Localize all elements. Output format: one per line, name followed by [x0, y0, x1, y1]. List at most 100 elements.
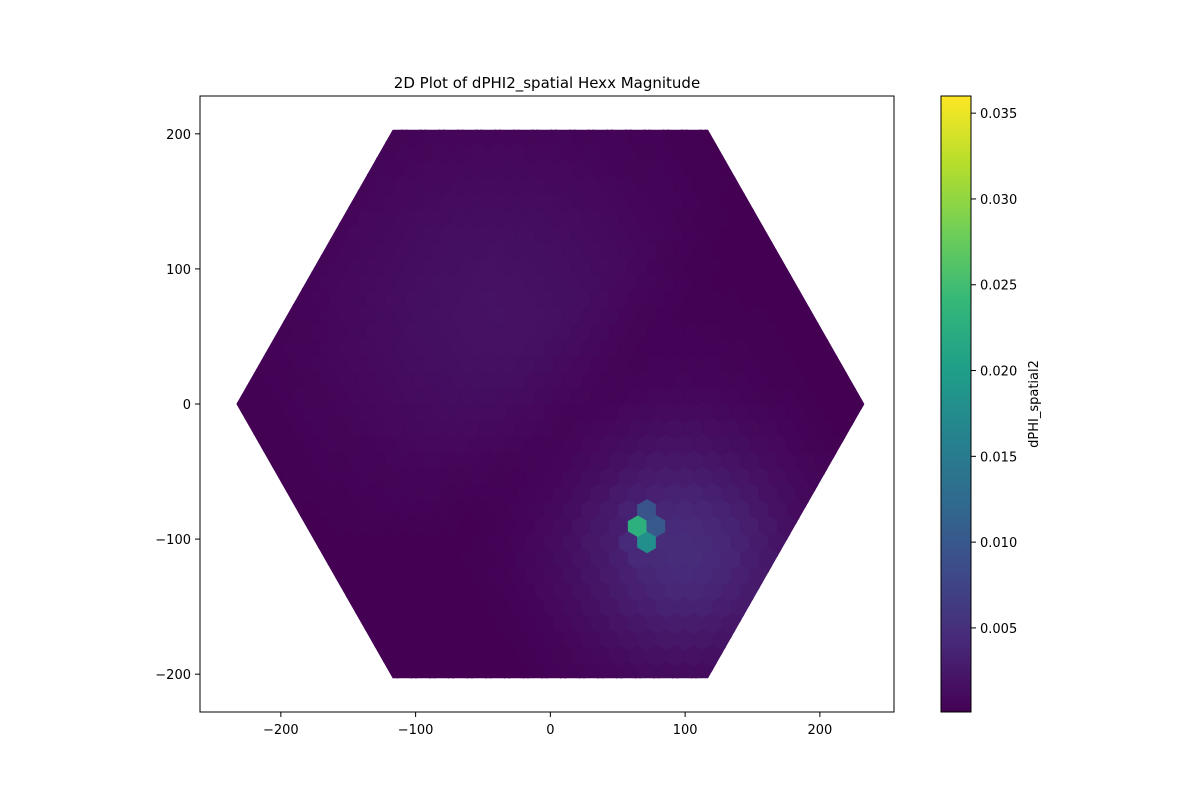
heatmap-cell	[759, 158, 778, 180]
heatmap-cell	[273, 255, 292, 277]
heatmap-cell	[581, 109, 600, 131]
heatmap-cell	[852, 352, 871, 374]
heatmap-cell	[245, 563, 264, 585]
heatmap-cell	[815, 547, 834, 569]
heatmap-cell	[768, 142, 787, 164]
heatmap-cell	[217, 612, 236, 634]
heatmap-cell	[264, 660, 283, 682]
heatmap-cell	[778, 158, 797, 180]
heatmap-cell	[852, 644, 871, 666]
heatmap-cell	[236, 612, 255, 634]
heatmap-cell	[264, 304, 283, 326]
heatmap-cell	[815, 644, 834, 666]
heatmap-cell	[843, 596, 862, 618]
heatmap-cell	[236, 190, 255, 212]
heatmap-cell	[759, 644, 778, 666]
colorbar-tick-label: 0.025	[980, 279, 1017, 294]
heatmap-cell	[311, 158, 330, 180]
heatmap-cell	[255, 482, 274, 504]
heatmap-cell	[796, 677, 815, 699]
heatmap-cell	[852, 579, 871, 601]
heatmap-cell	[759, 190, 778, 212]
heatmap-cell	[824, 304, 843, 326]
heatmap-cell	[236, 482, 255, 504]
heatmap-cell	[255, 677, 274, 699]
heatmap-cell	[217, 644, 236, 666]
heatmap-cell	[806, 239, 825, 261]
heatmap-cell	[731, 142, 750, 164]
heatmap-cell	[806, 271, 825, 293]
heatmap-cell	[862, 466, 881, 488]
heatmap-cell	[283, 206, 302, 228]
heatmap-cell	[693, 109, 712, 131]
heatmap-cell	[806, 596, 825, 618]
heatmap-cell	[852, 190, 871, 212]
heatmap-cell	[348, 677, 367, 699]
heatmap-cell	[843, 498, 862, 520]
heatmap-cell	[862, 531, 881, 553]
heatmap-cell	[301, 206, 320, 228]
heatmap-cell	[834, 158, 853, 180]
heatmap-cell	[227, 206, 246, 228]
heatmap-cell	[787, 142, 806, 164]
heatmap-cell	[824, 271, 843, 293]
heatmap-cell	[283, 531, 302, 553]
heatmap-cell	[292, 579, 311, 601]
heatmap-cell	[320, 206, 339, 228]
heatmap-cell	[227, 142, 246, 164]
heatmap-cell	[217, 320, 236, 342]
heatmap-cell	[843, 271, 862, 293]
heatmap-cell	[311, 612, 330, 634]
heatmap-cell	[217, 223, 236, 245]
heatmap-cell	[255, 125, 274, 147]
heatmap-cell	[236, 579, 255, 601]
heatmap-cell	[245, 660, 264, 682]
heatmap-cell	[787, 109, 806, 131]
heatmap-cell	[852, 320, 871, 342]
heatmap-cell	[292, 255, 311, 277]
heatmap-cell	[301, 142, 320, 164]
heatmap-cell	[245, 239, 264, 261]
heatmap-cell	[862, 174, 881, 196]
heatmap-cell	[815, 612, 834, 634]
heatmap-cell	[273, 125, 292, 147]
heatmap-cell	[329, 677, 348, 699]
heatmap-cell	[292, 612, 311, 634]
heatmap-cell	[311, 644, 330, 666]
heatmap-cell	[796, 255, 815, 277]
heatmap-cell	[301, 596, 320, 618]
heatmap-cell	[245, 109, 264, 131]
heatmap-cell	[217, 547, 236, 569]
heatmap-cell	[357, 109, 376, 131]
heatmap-cell	[862, 109, 881, 131]
heatmap-cell	[778, 190, 797, 212]
heatmap-cell	[236, 158, 255, 180]
heatmap-cell	[834, 547, 853, 569]
heatmap-cell	[824, 174, 843, 196]
heatmap-cell	[806, 206, 825, 228]
heatmap-cell	[815, 514, 834, 536]
heatmap-cell	[852, 223, 871, 245]
heatmap-cell	[311, 125, 330, 147]
heatmap-cell	[712, 109, 731, 131]
heatmap-cell	[283, 628, 302, 650]
heatmap-cell	[619, 109, 638, 131]
heatmap-cell	[656, 109, 675, 131]
heatmap-cell	[236, 352, 255, 374]
heatmap-cell	[796, 579, 815, 601]
heatmap-cell	[339, 628, 358, 650]
heatmap-cell	[806, 531, 825, 553]
heatmap-cell	[217, 417, 236, 439]
heatmap-cell	[721, 125, 740, 147]
heatmap-cell	[329, 125, 348, 147]
heatmap-cell	[236, 514, 255, 536]
heatmap-cell	[778, 125, 797, 147]
heatmap-cell	[824, 109, 843, 131]
heatmap-cell	[824, 498, 843, 520]
heatmap-cell	[862, 369, 881, 391]
heatmap-cell	[227, 271, 246, 293]
heatmap-cell	[806, 109, 825, 131]
heatmap-cell	[852, 158, 871, 180]
heatmap-cell	[843, 239, 862, 261]
chart-title: 2D Plot of dPHI2_spatial Hexx Magnitude	[394, 74, 700, 93]
